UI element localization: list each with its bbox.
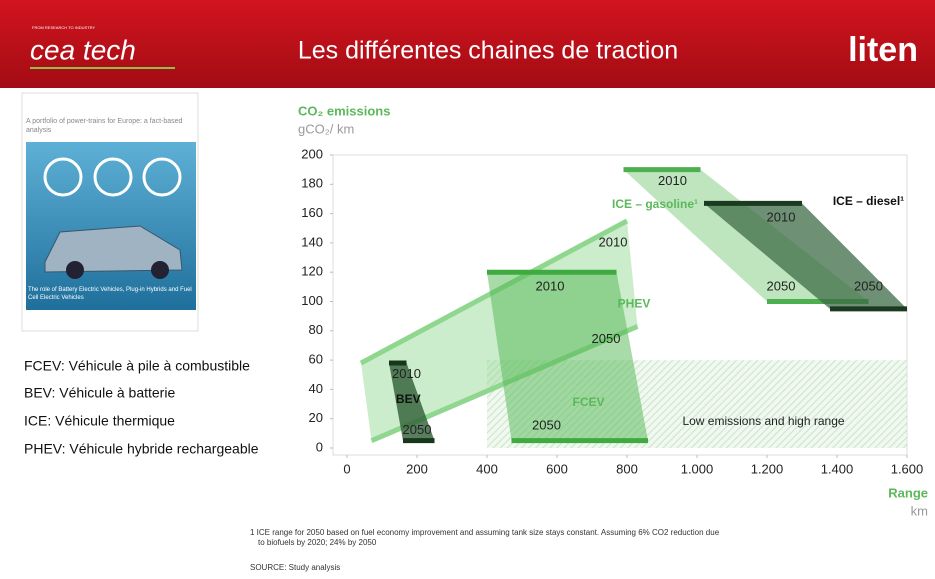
range-area — [704, 203, 907, 309]
y-tick-label: 140 — [301, 234, 323, 249]
year-label: 2050 — [767, 278, 796, 293]
y-tick-label: 60 — [309, 352, 323, 367]
cover-subtitle: The role of Battery Electric Vehicles, P… — [28, 287, 192, 301]
plot-frame — [332, 154, 908, 456]
definition: BEV: Véhicule à batterie — [24, 385, 175, 401]
x-tick-label: 0 — [343, 461, 350, 476]
y-tick-label: 200 — [301, 146, 323, 161]
definition: PHEV: Véhicule hybride rechargeable — [24, 441, 259, 457]
source: SOURCE: Study analysis — [250, 563, 340, 572]
wheel — [151, 261, 169, 279]
series-label: FCEV — [572, 395, 604, 409]
plot: 0 20 40 60 80 100 120 140 160 180 200 0 200 400 600 800… — [301, 146, 923, 476]
x-tick-label: 1.000 — [681, 461, 714, 476]
y-tick-label: 180 — [301, 176, 323, 191]
header-band — [0, 0, 935, 88]
year-label: 2050 — [403, 422, 432, 437]
y-tick-label: 120 — [301, 264, 323, 279]
series-label: ICE – diesel¹ — [833, 194, 904, 208]
x-tick-label: 200 — [406, 461, 428, 476]
range-area — [389, 363, 435, 441]
tagline: FROM RESEARCH TO INDUSTRY — [32, 25, 95, 30]
definition: ICE: Véhicule thermique — [24, 413, 175, 429]
y-axis-label: CO₂ emissions — [298, 103, 390, 118]
cover-image — [26, 142, 196, 310]
range-area — [487, 272, 648, 441]
year-label: 2050 — [532, 417, 561, 432]
y-tick-label: 20 — [309, 410, 323, 425]
year-label: 2010 — [536, 278, 565, 293]
footnote: to biofuels by 2020; 24% by 2050 — [258, 538, 377, 547]
definition: FCEV: Véhicule à pile à combustible — [24, 358, 250, 374]
y-tick-label: 0 — [316, 439, 323, 454]
cover-title: A portfolio of power-trains for Europe: … — [26, 118, 183, 134]
series-label: PHEV — [618, 297, 651, 311]
y-tick-label: 80 — [309, 322, 323, 337]
x-tick-label: 1.600 — [891, 461, 924, 476]
footnote: 1 ICE range for 2050 based on fuel econo… — [250, 528, 720, 537]
icon-plug — [93, 157, 133, 197]
slide-title: Les différentes chaines de traction — [298, 37, 678, 65]
series-label: BEV — [396, 392, 421, 406]
year-label: 2010 — [767, 209, 796, 224]
logo-left: cea tech — [30, 34, 136, 65]
car — [44, 225, 183, 273]
icon-h2 — [142, 157, 182, 197]
logo-right: liten — [848, 31, 918, 69]
y-tick-label: 160 — [301, 205, 323, 220]
x-tick-label: 600 — [546, 461, 568, 476]
year-label: 2010 — [392, 366, 421, 381]
series-label: ICE – gasoline¹ — [612, 197, 698, 211]
y-axis-unit: gCO₂/ km — [298, 121, 354, 136]
x-tick-label: 1.400 — [821, 461, 854, 476]
year-label: 2010 — [599, 234, 628, 249]
wheel — [66, 261, 84, 279]
year-label: 2010 — [658, 173, 687, 188]
x-tick-label: 1.200 — [751, 461, 784, 476]
year-label: 2050 — [592, 331, 621, 346]
x-axis-unit: km — [911, 503, 928, 518]
cover-title-box: A portfolio of power-trains for Europe: … — [26, 118, 183, 134]
series-label: Low emissions and high range — [682, 414, 844, 428]
cover-subtitle-box: The role of Battery Electric Vehicles, P… — [28, 287, 192, 301]
x-tick-label: 800 — [616, 461, 638, 476]
icon-fuel — [43, 157, 83, 197]
x-tick-label: 400 — [476, 461, 498, 476]
y-tick-label: 40 — [309, 381, 323, 396]
x-axis-label: Range — [888, 485, 928, 500]
year-label: 2050 — [854, 278, 883, 293]
y-tick-label: 100 — [301, 293, 323, 308]
